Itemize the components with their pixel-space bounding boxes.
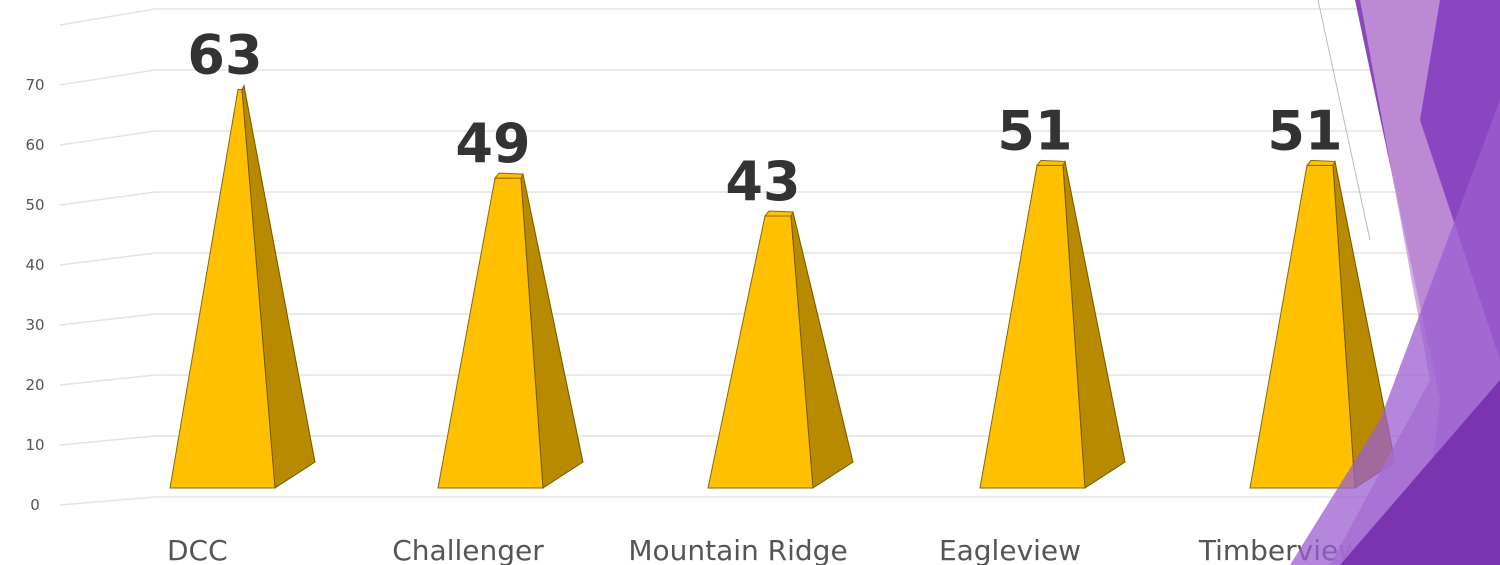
pyramid-top [1035, 159, 1066, 166]
y-tick-label: 30 [25, 316, 44, 334]
pyramid [979, 159, 1126, 489]
y-tick-label: 0 [30, 496, 40, 514]
pyramid-side-shade [521, 174, 583, 488]
y-tick-label: 70 [25, 76, 44, 94]
x-tick-label: DCC [167, 534, 228, 565]
pyramid-top [1305, 159, 1336, 166]
y-tick-label: 40 [25, 256, 44, 274]
pyramid-top [493, 172, 524, 179]
grid-line [59, 8, 1500, 26]
pyramid [1249, 159, 1396, 489]
pyramid-side-shade [242, 85, 315, 489]
pyramid-top [763, 210, 794, 217]
pyramid [437, 172, 584, 489]
pyramid [169, 83, 316, 489]
x-tick-label: Eagleview [939, 534, 1081, 565]
grid-line [59, 69, 1500, 86]
y-tick-label: 20 [25, 376, 44, 394]
slide-decoration [1290, 0, 1500, 565]
data-label: 49 [455, 112, 530, 175]
bar-layer: 63 DCC 49 Challenger 43 Mountain Ridge 51 Eagle… [167, 24, 1396, 565]
grid-line [59, 130, 1500, 146]
data-label: 51 [997, 99, 1072, 162]
x-tick-label: Mountain Ridge [628, 534, 847, 565]
data-label: 43 [725, 150, 800, 213]
y-tick-label: 60 [25, 136, 44, 154]
pyramid-side [241, 83, 316, 489]
pyramid-side-shade [791, 212, 853, 488]
pyramid-side-shade [1063, 161, 1125, 489]
y-tick-label: 10 [25, 436, 44, 454]
decoration [1317, 0, 1371, 241]
data-label: 51 [1267, 99, 1342, 162]
pyramid-side-shade [1333, 161, 1395, 489]
decoration [1340, 380, 1500, 565]
y-tick-label: 50 [25, 196, 44, 214]
pyramid [707, 210, 854, 489]
grid-line [59, 496, 1500, 506]
data-label: 63 [187, 24, 262, 87]
grid-layer: 0 10 20 30 40 50 60 70 [25, 8, 1500, 514]
x-tick-label: Challenger [392, 534, 544, 565]
